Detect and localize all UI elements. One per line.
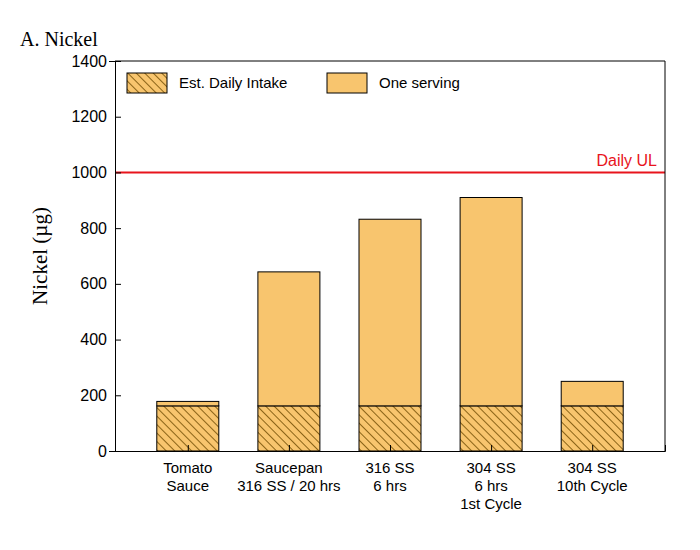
- bar: [460, 406, 522, 451]
- reference-label: Daily UL: [597, 152, 658, 169]
- tick-mark: [115, 61, 121, 62]
- bar: [157, 406, 219, 451]
- tick-label: Saucepan316 SS / 20 hrs: [237, 459, 340, 494]
- legend-label: One serving: [379, 74, 460, 91]
- tick-label: 600: [80, 275, 107, 292]
- tick-label: 400: [80, 331, 107, 348]
- reference-line: [115, 171, 665, 173]
- axis-line: [116, 445, 666, 452]
- tick: [188, 445, 189, 451]
- frame: [115, 61, 665, 62]
- frame: [665, 61, 666, 451]
- tick: [491, 445, 492, 451]
- legend-label: Est. Daily Intake: [179, 74, 287, 91]
- tick-mark: [115, 284, 121, 285]
- tick: [592, 445, 593, 451]
- tick-label: 1000: [71, 164, 107, 181]
- tick-mark: [115, 395, 121, 396]
- x-axis: [116, 445, 666, 452]
- tick-label: TomatoSauce: [163, 459, 212, 494]
- legend-swatch: [327, 73, 367, 93]
- tick: 1400: [71, 53, 121, 70]
- legend: Est. Daily Intake One serving: [127, 73, 460, 93]
- tick-label: 0: [98, 443, 107, 460]
- tick-label: 200: [80, 387, 107, 404]
- tick-mark: [115, 340, 121, 341]
- y-axis: 0 200 400 600 800 1000 1200 1400: [71, 53, 121, 460]
- tick-mark: [115, 117, 121, 118]
- bar: [359, 406, 421, 451]
- tick-mark: [390, 445, 391, 451]
- tick-label: 1400: [71, 53, 107, 70]
- tick: [289, 445, 290, 451]
- bar: [460, 198, 522, 406]
- tick-mark: [115, 172, 121, 173]
- axis-line: [109, 62, 116, 452]
- title: A. Nickel: [20, 28, 98, 50]
- tick: 1200: [71, 108, 121, 125]
- tick: 800: [80, 220, 121, 237]
- tick: [390, 445, 391, 451]
- legend-swatch: [127, 73, 167, 93]
- bar: [561, 381, 623, 406]
- tick-mark: [115, 228, 121, 229]
- tick-label: 304 SS6 hrs1st Cycle: [460, 459, 522, 512]
- tick: 200: [80, 387, 121, 404]
- plot: Daily UL 0 200 400 600 800 1000 1200 1400 TomatoS…: [71, 53, 665, 512]
- tick-mark: [491, 445, 492, 451]
- tick-mark: [188, 445, 189, 451]
- bar: [258, 272, 320, 406]
- bar: [561, 406, 623, 451]
- tick-mark: [592, 445, 593, 451]
- axis-title: Nickel (µg): [28, 207, 52, 305]
- tick-label: 800: [80, 220, 107, 237]
- chart: A. Nickel Daily UL 0 200 400 600 800 1000 1200 14…: [0, 0, 700, 550]
- tick-mark: [289, 445, 290, 451]
- bar: [157, 401, 219, 405]
- tick-label: 304 SS10th Cycle: [557, 459, 628, 494]
- bar: [258, 406, 320, 451]
- tick: 1000: [71, 164, 121, 181]
- tick: 400: [80, 331, 121, 348]
- bars: [157, 198, 623, 452]
- tick-label: 1200: [71, 108, 107, 125]
- bar: [359, 219, 421, 406]
- tick-label: 316 SS6 hrs: [365, 459, 414, 494]
- tick: 600: [80, 275, 121, 292]
